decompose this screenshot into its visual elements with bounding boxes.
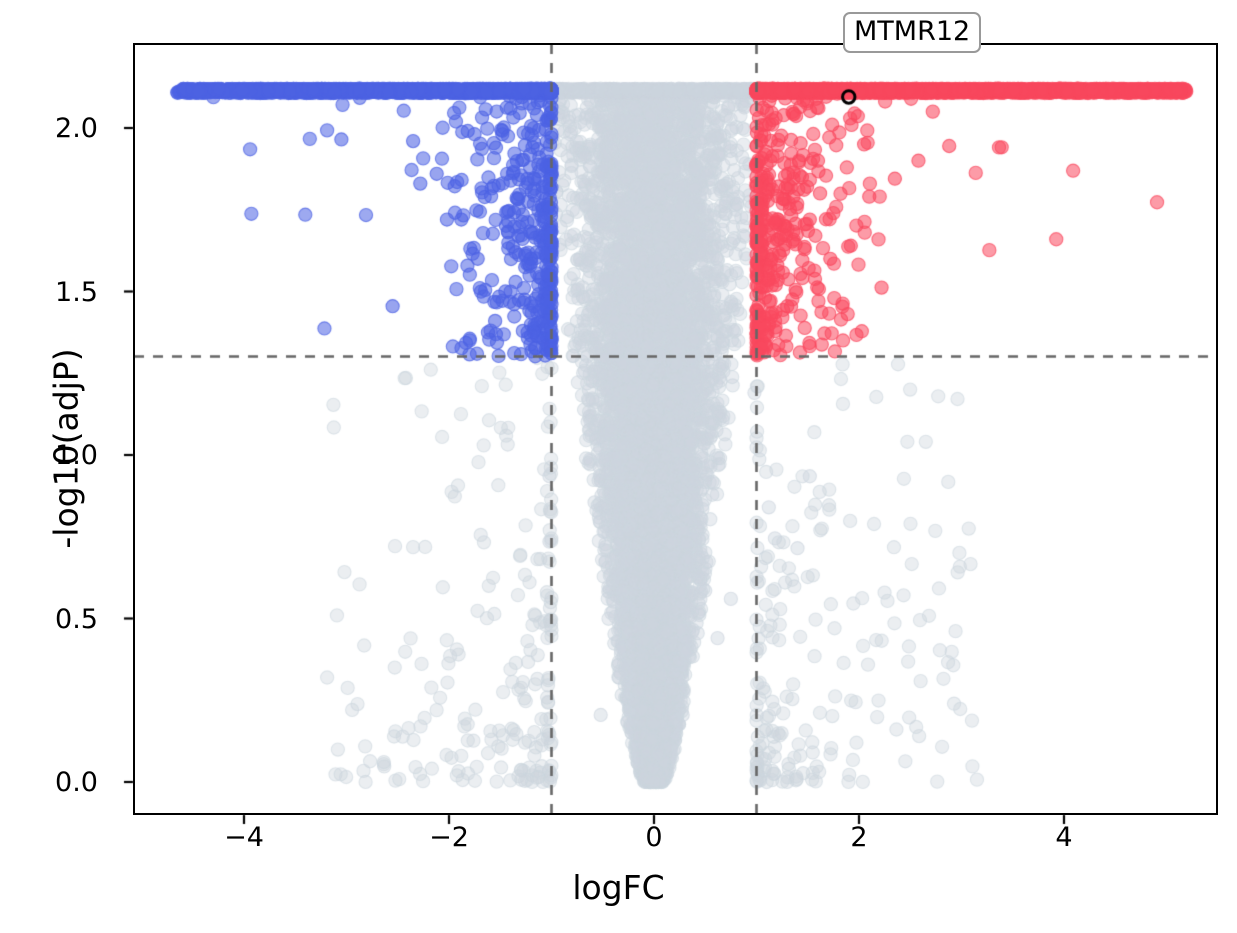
ytick-label-3: 1.5 bbox=[55, 277, 98, 308]
ytick-label-1: 0.5 bbox=[55, 604, 98, 635]
xtick-label-4: 4 bbox=[1055, 822, 1073, 853]
y-axis-label: -log10(adjP) bbox=[46, 348, 86, 549]
ytick-label-0: 0.0 bbox=[55, 767, 98, 798]
xtick-label-1: −2 bbox=[429, 822, 469, 853]
xtick-label-0: −4 bbox=[224, 822, 264, 853]
xtick-label-3: 2 bbox=[850, 822, 868, 853]
ytick-label-2: 1.0 bbox=[55, 440, 98, 471]
x-axis-label: logFC bbox=[572, 868, 665, 907]
y-axis-label-wrapper: -log10(adjP) bbox=[47, 63, 86, 835]
xtick-label-2: 0 bbox=[645, 822, 663, 853]
ytick-label-4: 2.0 bbox=[55, 113, 98, 144]
gene-annotation-label[interactable]: MTMR12 bbox=[843, 12, 982, 54]
